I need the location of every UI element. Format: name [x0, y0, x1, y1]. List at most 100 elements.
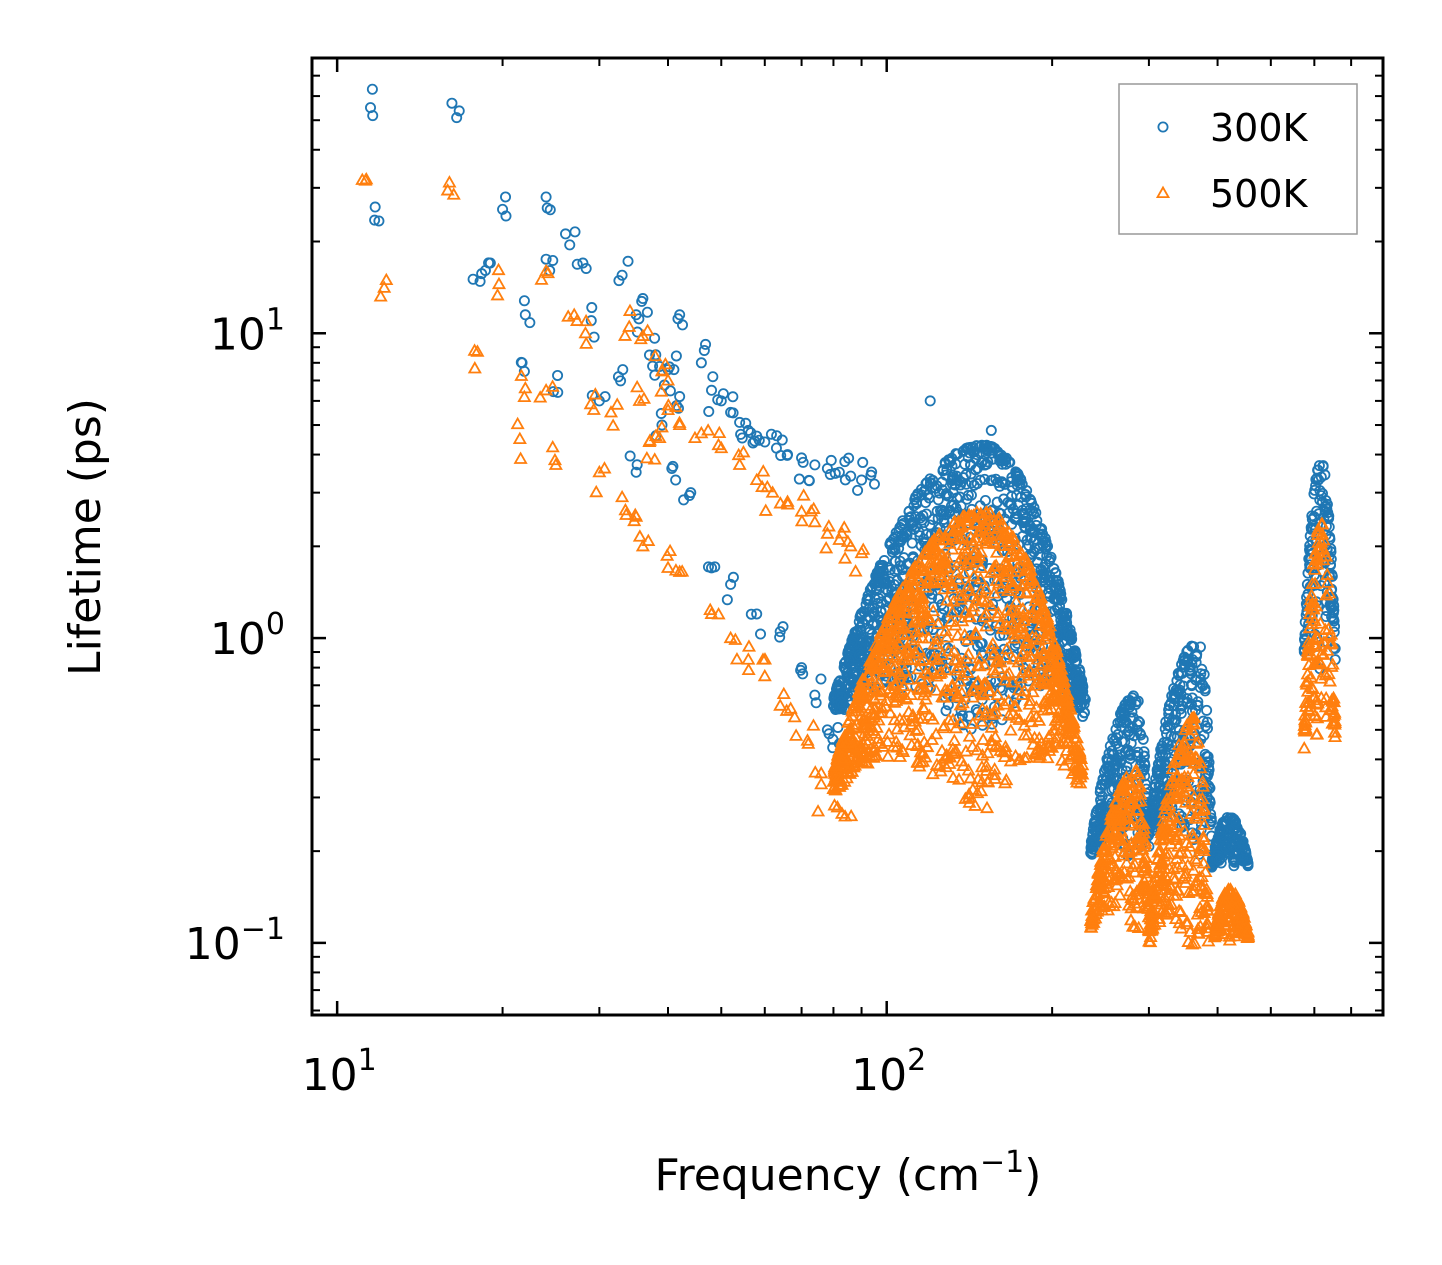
data-point-500K: [1301, 702, 1316, 715]
data-point-300K: [1214, 824, 1226, 836]
data-point-500K: [1171, 775, 1186, 788]
data-point-500K: [868, 726, 883, 739]
data-point-500K: [1153, 865, 1168, 879]
data-point-500K: [1307, 613, 1322, 627]
data-point-500K: [810, 804, 826, 817]
y-axis-label: Lifetime (ps): [60, 398, 111, 676]
data-point-300K: [698, 344, 710, 356]
data-point-500K: [933, 763, 948, 777]
data-point-500K: [987, 559, 1002, 572]
data-point-500K: [1193, 760, 1208, 774]
data-point-500K: [780, 494, 795, 507]
data-point-500K: [1162, 798, 1177, 812]
data-point-500K: [1240, 926, 1255, 939]
legend-label-300K: 300K: [1210, 106, 1309, 150]
data-point-300K: [577, 257, 589, 269]
data-point-500K: [1211, 909, 1226, 922]
data-point-500K: [1013, 544, 1028, 558]
data-point-300K: [666, 462, 678, 474]
data-point-300K: [674, 391, 686, 403]
data-point-300K: [843, 452, 855, 464]
data-point-500K: [379, 272, 394, 286]
data-point-300K: [1030, 507, 1042, 519]
data-point-500K: [970, 550, 985, 564]
data-point-300K: [1040, 536, 1052, 548]
data-point-300K: [765, 428, 777, 440]
data-point-300K: [1126, 721, 1138, 733]
data-point-300K: [832, 721, 844, 733]
data-point-500K: [1006, 615, 1021, 628]
data-point-500K: [1049, 711, 1064, 724]
data-point-300K: [1236, 849, 1248, 861]
data-point-500K: [1318, 622, 1333, 635]
data-point-500K: [1032, 713, 1047, 726]
data-point-300K: [1178, 652, 1190, 664]
data-point-300K: [1163, 704, 1175, 716]
data-point-500K: [877, 623, 892, 636]
data-point-300K: [725, 578, 737, 590]
data-point-500K: [871, 675, 886, 689]
data-point-300K: [1035, 572, 1047, 584]
data-point-500K: [827, 798, 842, 811]
data-point-500K: [997, 775, 1013, 789]
data-point-500K: [1008, 748, 1023, 762]
data-point-500K: [974, 759, 989, 773]
data-point-500K: [1192, 870, 1207, 883]
data-point-500K: [1320, 575, 1335, 588]
data-point-300K: [1048, 575, 1060, 587]
data-point-500K: [965, 739, 980, 752]
data-point-500K: [870, 655, 885, 669]
data-point-500K: [668, 563, 683, 576]
data-point-500K: [965, 536, 980, 549]
data-point-500K: [1093, 876, 1108, 889]
data-point-500K: [1172, 747, 1187, 760]
data-point-500K: [714, 440, 729, 454]
data-point-500K: [917, 544, 933, 558]
data-point-500K: [902, 570, 917, 584]
data-point-500K: [965, 716, 980, 729]
data-point-300K: [367, 110, 379, 122]
data-point-300K: [500, 210, 512, 222]
data-point-300K: [941, 464, 953, 476]
data-point-500K: [947, 652, 962, 665]
data-point-300K: [852, 484, 864, 496]
data-point-500K: [1186, 766, 1201, 779]
data-point-500K: [1210, 918, 1225, 931]
data-point-300K: [664, 385, 676, 397]
data-point-500K: [1033, 617, 1048, 630]
data-point-300K: [870, 582, 882, 594]
data-point-500K: [984, 720, 999, 733]
data-point-500K: [932, 527, 947, 540]
data-point-300K: [965, 489, 977, 501]
data-point-500K: [648, 348, 663, 362]
data-point-500K: [873, 626, 888, 640]
data-point-300K: [1074, 693, 1086, 705]
data-point-500K: [1015, 665, 1030, 678]
data-point-300K: [742, 424, 754, 436]
data-point-300K: [1096, 820, 1108, 832]
data-point-500K: [953, 697, 968, 711]
data-point-300K: [727, 391, 739, 403]
data-point-500K: [1125, 818, 1140, 831]
data-point-500K: [1085, 894, 1101, 908]
data-point-300K: [832, 679, 844, 691]
data-point-500K: [1180, 917, 1195, 930]
data-point-300K: [541, 202, 553, 214]
data-point-500K: [1145, 918, 1160, 931]
data-point-300K: [483, 257, 495, 269]
data-point-300K: [988, 643, 1000, 655]
data-point-300K: [564, 239, 576, 251]
data-point-300K: [1065, 631, 1077, 643]
data-point-500K: [1015, 646, 1030, 659]
data-point-300K: [920, 497, 932, 509]
data-point-500K: [973, 584, 989, 597]
data-point-500K: [1035, 641, 1050, 654]
data-point-300K: [866, 466, 878, 478]
data-point-500K: [1109, 864, 1124, 877]
data-point-500K: [954, 754, 969, 767]
data-point-500K: [987, 767, 1002, 781]
data-point-500K: [976, 732, 991, 745]
data-point-500K: [1057, 692, 1072, 705]
data-point-300K: [1049, 605, 1061, 617]
